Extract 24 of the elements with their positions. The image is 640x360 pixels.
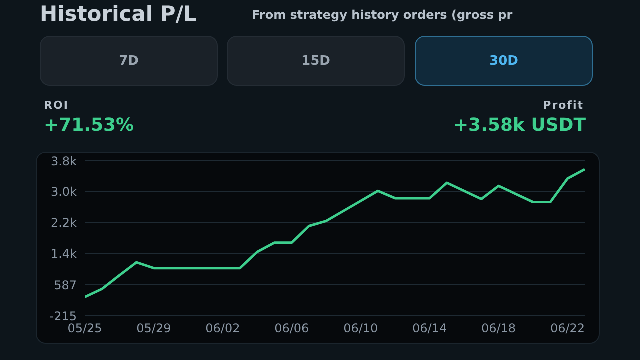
- x-tick-label: 06/10: [344, 322, 378, 336]
- y-tick-label: 3.8k: [50, 154, 78, 168]
- text: +71.53%: [44, 115, 134, 136]
- x-tick-label: 05/29: [136, 322, 172, 336]
- range-button: 30D: [415, 36, 593, 86]
- chart-subtitle: From strategy history orders (gross pr: [252, 8, 513, 22]
- chart-title: Historical P/L: [40, 2, 197, 26]
- x-tick-label: 06/06: [274, 322, 310, 336]
- line-series: [85, 168, 585, 299]
- y-tick-label: 1.4k: [50, 246, 78, 261]
- x-tick-label: 06/18: [481, 322, 516, 336]
- x-tick-label: 05/25: [68, 322, 102, 336]
- range-button: 15D: [227, 36, 405, 86]
- x-tick-label: 06/22: [550, 322, 586, 336]
- text: +3.58k USDT: [453, 115, 586, 136]
- text: Profit: [543, 99, 584, 112]
- y-tick-label: 3.0k: [50, 185, 78, 200]
- range-button: 7D: [40, 36, 218, 86]
- text: ROI: [44, 99, 69, 112]
- y-tick-label: 587: [54, 278, 77, 292]
- y-tick-label: 2.2k: [50, 216, 78, 230]
- x-tick-label: 06/14: [412, 322, 448, 336]
- y-tick-label: -215: [50, 309, 77, 324]
- x-tick-label: 06/02: [206, 322, 240, 336]
